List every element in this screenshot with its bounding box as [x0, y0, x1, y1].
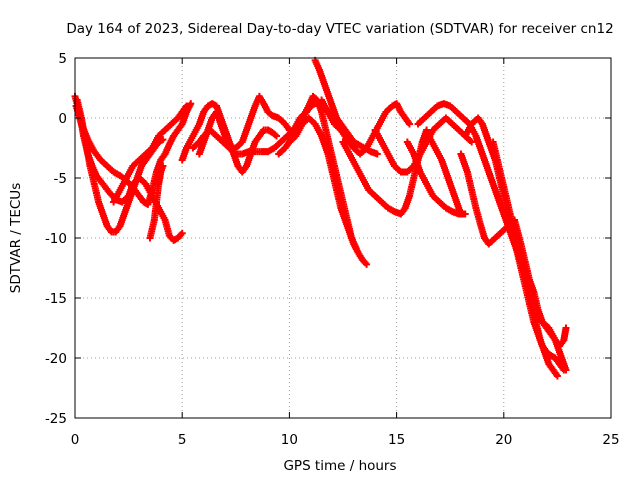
data-point-marker: [457, 210, 465, 218]
x-tick-label: 10: [281, 432, 298, 448]
series-arc-14: [371, 114, 476, 176]
series-arc-10: [311, 56, 381, 158]
y-tick-label: 5: [58, 51, 67, 67]
data-point-marker: [178, 229, 186, 237]
y-tick-label: -20: [45, 351, 67, 367]
data-point-marker: [423, 126, 431, 134]
y-tick-label: -10: [45, 231, 67, 247]
y-tick-label: 0: [58, 111, 67, 127]
x-tick-label: 5: [178, 432, 187, 448]
y-tick-label: -5: [54, 171, 67, 187]
data-point-marker: [562, 324, 570, 332]
x-tick-label: 25: [602, 432, 619, 448]
data-point-marker: [187, 100, 195, 108]
data-point-marker: [159, 162, 167, 170]
data-points: [71, 56, 570, 380]
x-tick-label: 20: [495, 432, 512, 448]
data-point-marker: [405, 120, 413, 128]
series-arc-12: [318, 96, 413, 158]
axes: 0 5 10 15 20 25 -25 -20 -15 -10 -5 0 5: [45, 51, 620, 448]
series-arc-11: [285, 114, 371, 268]
data-point-marker: [159, 136, 167, 144]
data-point-marker: [182, 102, 190, 110]
series-arc-22: [532, 312, 570, 374]
grid-lines: [75, 58, 611, 418]
data-point-marker: [562, 366, 570, 374]
data-point-marker: [273, 132, 281, 140]
y-tick-label: -25: [45, 411, 67, 427]
series-arc-7: [195, 92, 293, 158]
data-point-marker: [373, 150, 381, 158]
x-axis-label: GPS time / hours: [283, 458, 396, 474]
chart-title: Day 164 of 2023, Sidereal Day-to-day VTE…: [66, 21, 613, 37]
y-axis-label: SDTVAR / TECUs: [8, 183, 24, 293]
data-point-marker: [553, 372, 561, 380]
data-point-marker: [363, 260, 371, 268]
series-arc-16: [425, 132, 465, 218]
series-arc-4: [110, 102, 190, 206]
x-tick-label: 0: [71, 432, 80, 448]
data-point-marker: [468, 138, 476, 146]
y-tick-label: -15: [45, 291, 67, 307]
series-arc-5: [146, 162, 167, 242]
x-tick-label: 15: [388, 432, 405, 448]
